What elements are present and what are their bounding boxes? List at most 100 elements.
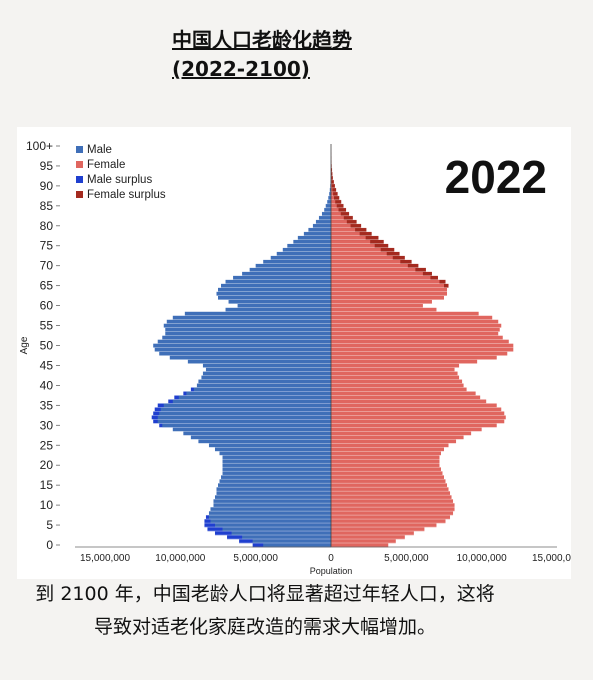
legend-swatch bbox=[76, 191, 83, 198]
male-bar bbox=[329, 187, 331, 193]
y-tick-label: 30 bbox=[40, 418, 54, 432]
caption-text: 到 2100 年，中国老龄人口将显著超过年轻人口，这将导致对适老化家庭改造的需求… bbox=[35, 583, 495, 638]
female-bar bbox=[331, 479, 446, 484]
female-bar bbox=[331, 335, 503, 340]
male-bar bbox=[324, 207, 331, 213]
female-bar bbox=[331, 463, 440, 468]
female-surplus-bar bbox=[331, 195, 340, 201]
y-axis-title: Age bbox=[19, 336, 30, 354]
male-bar bbox=[308, 227, 331, 233]
legend-swatch bbox=[76, 176, 83, 183]
y-tick-label: 95 bbox=[40, 159, 54, 173]
legend-label: Male bbox=[87, 144, 112, 156]
male-bar bbox=[213, 503, 331, 508]
female-bar bbox=[331, 255, 393, 261]
y-tick-label: 35 bbox=[40, 398, 54, 412]
male-bar bbox=[190, 435, 331, 440]
female-bar bbox=[331, 319, 499, 324]
male-bar bbox=[221, 475, 331, 480]
male-bar bbox=[198, 379, 331, 384]
y-tick-label: 10 bbox=[40, 498, 54, 512]
male-bar bbox=[196, 383, 331, 388]
female-surplus-bar bbox=[331, 191, 338, 197]
female-bar bbox=[331, 527, 425, 532]
female-surplus-bar bbox=[331, 203, 344, 209]
female-bar bbox=[331, 327, 500, 332]
male-bar bbox=[219, 479, 331, 484]
female-bar bbox=[331, 415, 506, 420]
legend-label: Female bbox=[87, 159, 125, 171]
female-bar bbox=[331, 227, 356, 233]
female-bar bbox=[331, 439, 457, 444]
male-bar bbox=[325, 203, 331, 209]
male-bar bbox=[329, 191, 331, 197]
female-bar bbox=[331, 291, 448, 296]
population-pyramid-chart: 0 5 10 15 20 25 30 35 40 45 50 55 60 65 70 75 80 85 90 95 10… bbox=[19, 139, 582, 576]
female-bar bbox=[331, 247, 381, 253]
female-bar bbox=[331, 495, 452, 500]
female-bar bbox=[331, 307, 437, 312]
female-surplus-bar bbox=[331, 175, 333, 181]
female-bar bbox=[331, 411, 505, 416]
y-tick-label: 25 bbox=[40, 438, 54, 452]
female-bar bbox=[331, 231, 360, 237]
y-tick-label: 55 bbox=[40, 319, 54, 333]
female-bar bbox=[331, 395, 481, 400]
y-tick-label: 20 bbox=[40, 458, 54, 472]
male-bar bbox=[263, 543, 331, 548]
female-bar bbox=[331, 219, 347, 225]
female-bar bbox=[331, 315, 493, 320]
male-bar bbox=[160, 407, 331, 412]
male-bar bbox=[210, 507, 331, 512]
x-tick-label: 5,000,000 bbox=[384, 553, 429, 564]
female-bar bbox=[331, 475, 444, 480]
female-bar bbox=[331, 271, 423, 276]
male-bar bbox=[202, 363, 331, 368]
female-surplus-bar bbox=[331, 179, 334, 185]
female-bar bbox=[331, 435, 464, 440]
male-bar bbox=[169, 355, 331, 360]
male-bar bbox=[219, 451, 331, 456]
male-bar bbox=[214, 523, 331, 528]
female-bar bbox=[331, 239, 371, 245]
female-bar bbox=[331, 515, 451, 520]
male-bar bbox=[216, 487, 331, 492]
female-bar bbox=[331, 407, 502, 412]
female-bar bbox=[331, 279, 440, 284]
male-bar bbox=[237, 303, 331, 308]
female-bar bbox=[331, 275, 431, 280]
y-tick-label: 60 bbox=[40, 299, 54, 313]
male-bar bbox=[201, 375, 331, 380]
y-tick-label: 45 bbox=[40, 358, 54, 372]
male-bar bbox=[166, 319, 331, 324]
y-tick-label: 85 bbox=[40, 199, 54, 213]
legend-label: Female surplus bbox=[87, 189, 166, 201]
female-bar bbox=[331, 363, 460, 368]
female-bar bbox=[331, 243, 375, 249]
female-bar bbox=[331, 303, 423, 308]
female-bar bbox=[331, 367, 455, 372]
male-bar bbox=[222, 459, 331, 464]
female-bar bbox=[331, 343, 514, 348]
x-tick-label: 5,000,000 bbox=[233, 553, 278, 564]
female-bar bbox=[331, 491, 451, 496]
female-bar bbox=[331, 443, 449, 448]
male-bar bbox=[163, 403, 331, 408]
female-bar bbox=[331, 371, 458, 376]
male-bar bbox=[287, 243, 331, 249]
male-bar bbox=[184, 311, 331, 316]
female-bar bbox=[331, 523, 437, 528]
x-tick-label: 15,000,000 bbox=[532, 553, 571, 564]
page-title-line1: 中国人口老龄化趋势 bbox=[172, 28, 352, 52]
male-bar bbox=[282, 247, 331, 253]
female-surplus-bar bbox=[331, 199, 342, 205]
y-tick-label: 65 bbox=[40, 279, 54, 293]
female-bar bbox=[331, 295, 444, 300]
male-bar bbox=[293, 239, 331, 245]
female-bar bbox=[331, 311, 479, 316]
male-bar bbox=[263, 259, 331, 265]
male-bar bbox=[249, 267, 331, 272]
male-bar bbox=[216, 491, 331, 496]
male-bar bbox=[228, 299, 331, 304]
y-tick-label: 0 bbox=[46, 538, 53, 552]
